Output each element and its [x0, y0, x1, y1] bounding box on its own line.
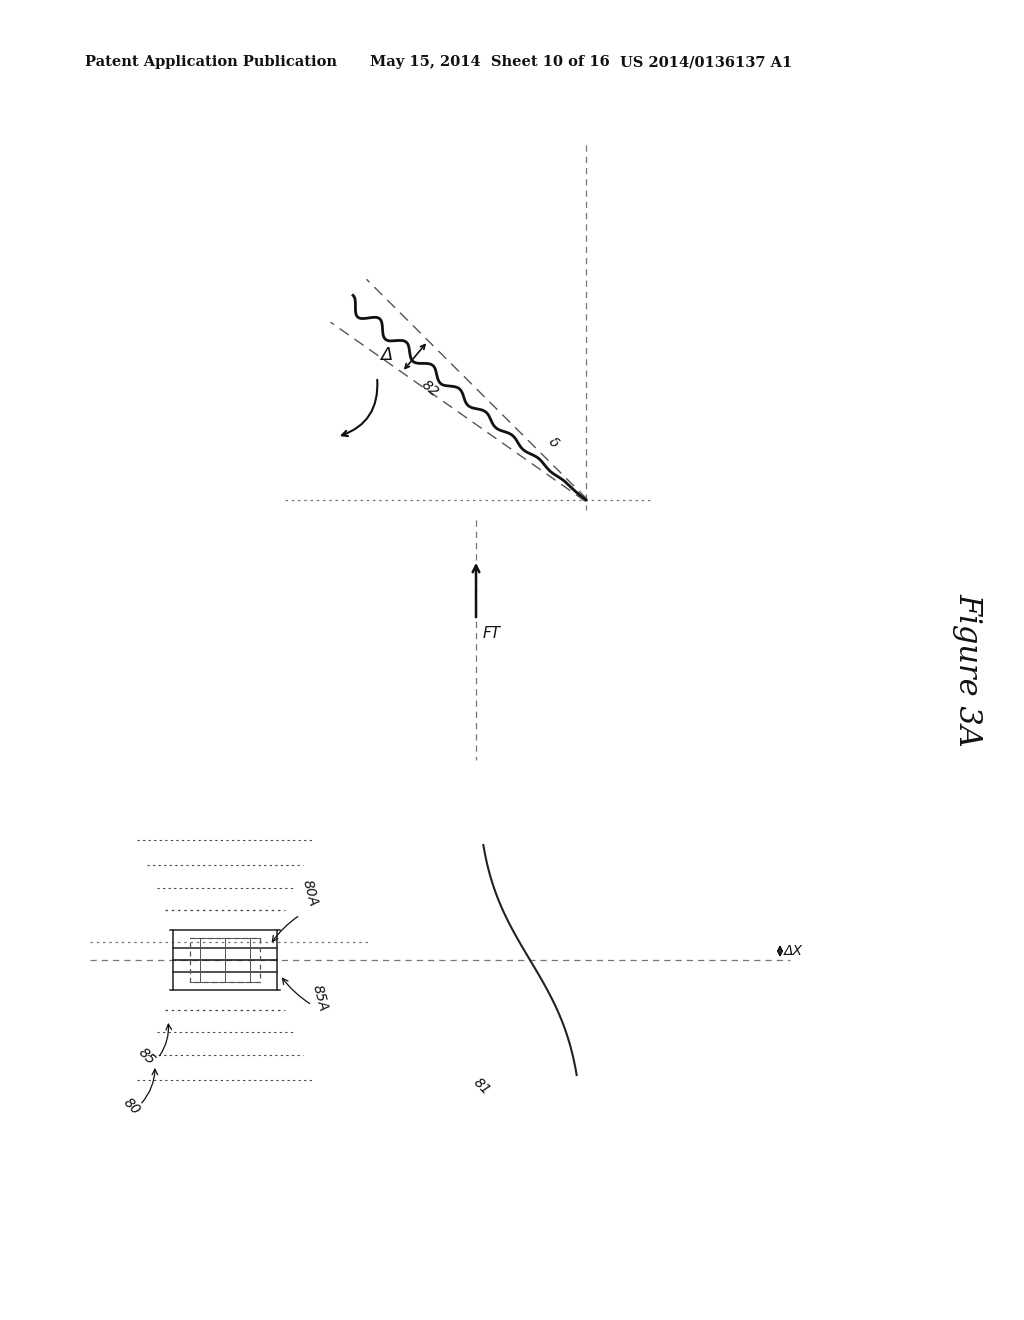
Text: 82: 82 — [419, 378, 441, 400]
Text: 85A: 85A — [310, 983, 331, 1012]
Text: 85: 85 — [135, 1045, 158, 1068]
Text: May 15, 2014  Sheet 10 of 16: May 15, 2014 Sheet 10 of 16 — [370, 55, 609, 69]
Text: 80: 80 — [120, 1096, 142, 1118]
Text: 81: 81 — [470, 1076, 493, 1098]
Text: ΔX: ΔX — [784, 944, 803, 958]
Text: FT: FT — [483, 626, 501, 642]
Text: Δ: Δ — [380, 346, 392, 364]
Text: 80A: 80A — [300, 878, 321, 908]
Text: US 2014/0136137 A1: US 2014/0136137 A1 — [620, 55, 793, 69]
Text: δ: δ — [546, 436, 561, 451]
Text: Patent Application Publication: Patent Application Publication — [85, 55, 337, 69]
Text: Figure 3A: Figure 3A — [952, 593, 983, 747]
